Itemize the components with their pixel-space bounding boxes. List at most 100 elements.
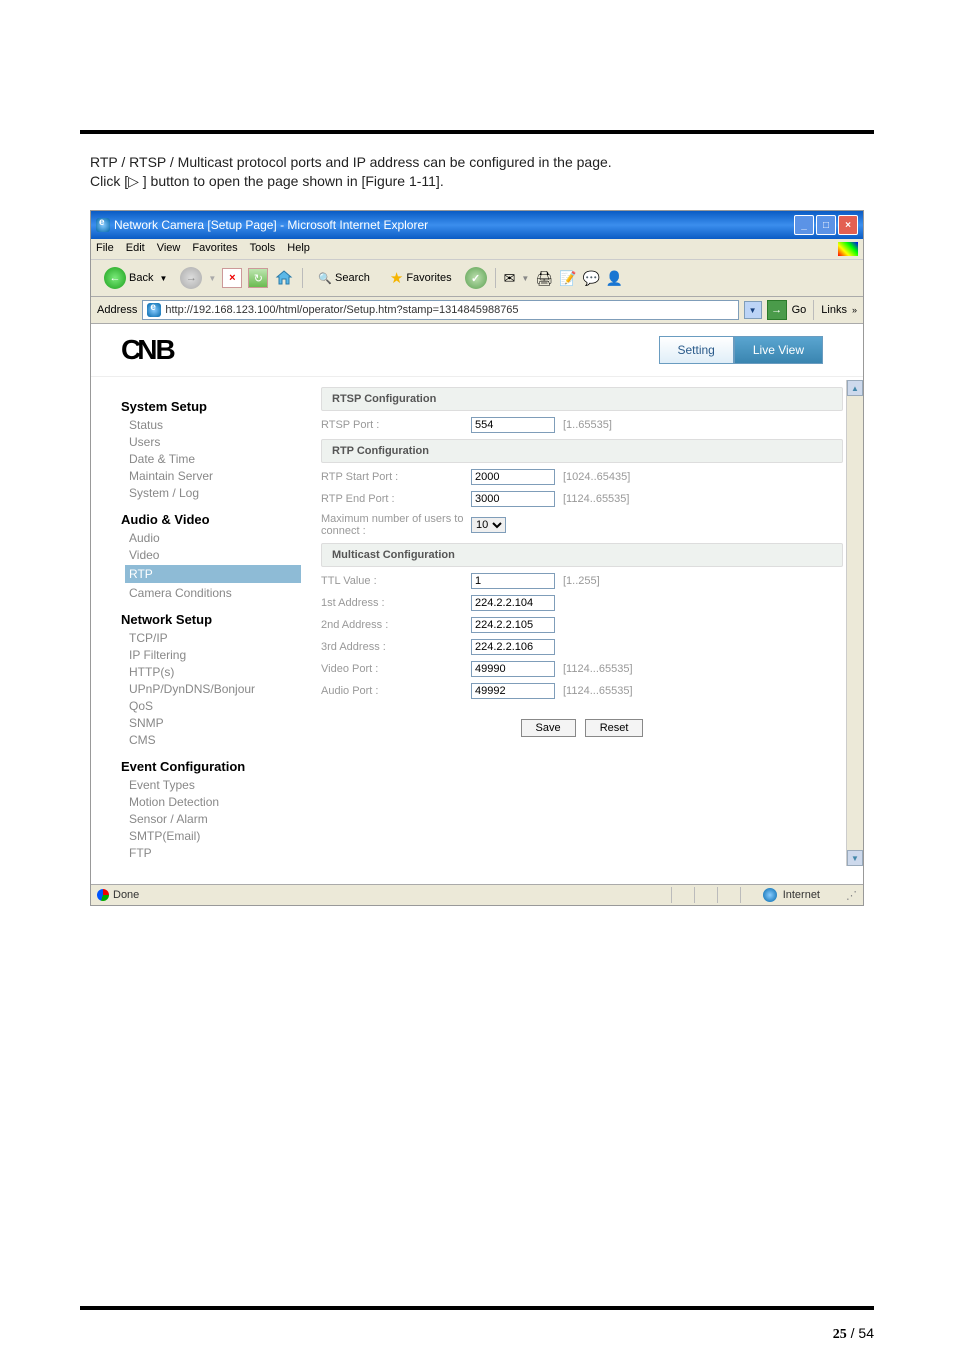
stop-button[interactable]: ×: [222, 268, 242, 288]
back-button[interactable]: ←Back▼: [97, 264, 174, 292]
reset-button[interactable]: Reset: [585, 719, 644, 737]
sidebar-item-upnp[interactable]: UPnP/DynDNS/Bonjour: [129, 682, 301, 696]
sidebar-item-snmp[interactable]: SNMP: [129, 716, 301, 730]
scrollbar[interactable]: ▲ ▼: [846, 380, 863, 866]
sidebar-item-qos[interactable]: QoS: [129, 699, 301, 713]
address-bar: Address http://192.168.123.100/html/oper…: [91, 297, 863, 324]
menu-favorites[interactable]: Favorites: [192, 242, 237, 256]
sidebar-item-motion[interactable]: Motion Detection: [129, 795, 301, 809]
sidebar-item-status[interactable]: Status: [129, 418, 301, 432]
tab-live-view[interactable]: Live View: [734, 336, 823, 364]
audio-port-input[interactable]: [471, 683, 555, 699]
rtp-section: RTP Configuration: [321, 439, 843, 463]
windows-flag-icon: [838, 242, 858, 256]
sidebar-item-https[interactable]: HTTP(s): [129, 665, 301, 679]
addr1-label: 1st Address :: [321, 597, 471, 609]
address-label: Address: [97, 304, 137, 316]
print-icon[interactable]: 🖨: [535, 270, 553, 287]
sidebar-item-audio[interactable]: Audio: [129, 531, 301, 545]
rtp-start-label: RTP Start Port :: [321, 471, 471, 483]
menu-edit[interactable]: Edit: [126, 242, 145, 256]
address-input[interactable]: http://192.168.123.100/html/operator/Set…: [142, 300, 738, 320]
sidebar-item-smtp[interactable]: SMTP(Email): [129, 829, 301, 843]
menu-view[interactable]: View: [157, 242, 181, 256]
group-system-setup: System Setup: [121, 399, 301, 414]
done-icon: [97, 889, 109, 901]
addr2-label: 2nd Address :: [321, 619, 471, 631]
rtsp-port-hint: [1..65535]: [563, 419, 612, 431]
edit-icon[interactable]: 📝: [559, 270, 576, 287]
rtsp-section: RTSP Configuration: [321, 387, 843, 411]
search-button[interactable]: 🔍Search: [311, 269, 377, 288]
scroll-down-icon[interactable]: ▼: [847, 850, 863, 866]
rtp-start-hint: [1024..65435]: [563, 471, 630, 483]
history-icon[interactable]: ✓: [465, 267, 487, 289]
page-total: 54: [858, 1325, 874, 1341]
close-button[interactable]: ×: [838, 215, 858, 235]
minimize-button[interactable]: _: [794, 215, 814, 235]
rtsp-port-input[interactable]: [471, 417, 555, 433]
menu-help[interactable]: Help: [287, 242, 310, 256]
ttl-input[interactable]: [471, 573, 555, 589]
addr3-input[interactable]: [471, 639, 555, 655]
sidebar-item-event-types[interactable]: Event Types: [129, 778, 301, 792]
sidebar-item-cms[interactable]: CMS: [129, 733, 301, 747]
sidebar-item-users[interactable]: Users: [129, 435, 301, 449]
favorites-button[interactable]: ★Favorites: [383, 266, 459, 290]
sidebar-item-date[interactable]: Date & Time: [129, 452, 301, 466]
addr1-input[interactable]: [471, 595, 555, 611]
messenger-icon[interactable]: 👤: [606, 270, 623, 287]
menu-file[interactable]: File: [96, 242, 114, 256]
mail-icon[interactable]: ✉: [504, 270, 516, 287]
addr2-input[interactable]: [471, 617, 555, 633]
audio-port-hint: [1124...65535]: [563, 685, 633, 697]
cnb-logo: CNB: [121, 334, 174, 366]
sidebar-item-tcpip[interactable]: TCP/IP: [129, 631, 301, 645]
sidebar-item-camera[interactable]: Camera Conditions: [129, 586, 301, 600]
page-number: 25: [833, 1327, 847, 1342]
refresh-button[interactable]: ↻: [248, 268, 268, 288]
rtsp-port-label: RTSP Port :: [321, 419, 471, 431]
sidebar-item-maintain[interactable]: Maintain Server: [129, 469, 301, 483]
scroll-up-icon[interactable]: ▲: [847, 380, 863, 396]
ttl-hint: [1..255]: [563, 575, 600, 587]
sidebar-item-ipfilter[interactable]: IP Filtering: [129, 648, 301, 662]
group-event-config: Event Configuration: [121, 759, 301, 774]
address-dropdown[interactable]: ▼: [744, 301, 762, 319]
sidebar-item-syslog[interactable]: System / Log: [129, 486, 301, 500]
menu-tools[interactable]: Tools: [250, 242, 276, 256]
video-port-hint: [1124...65535]: [563, 663, 633, 675]
toolbar: ←Back▼ → ▼ × ↻ 🔍Search ★Favorites ✓ ✉▼ 🖨…: [91, 260, 863, 297]
window-title: Network Camera [Setup Page] - Microsoft …: [114, 218, 428, 232]
discuss-icon[interactable]: 💬: [582, 270, 599, 287]
sidebar: System Setup Status Users Date & Time Ma…: [121, 387, 311, 884]
rtp-end-hint: [1124..65535]: [563, 493, 629, 505]
home-icon[interactable]: [274, 268, 294, 288]
ttl-label: TTL Value :: [321, 575, 471, 587]
titlebar: Network Camera [Setup Page] - Microsoft …: [91, 211, 863, 239]
go-button[interactable]: →: [767, 300, 787, 320]
tab-setting[interactable]: Setting: [659, 336, 734, 364]
rtp-start-input[interactable]: [471, 469, 555, 485]
config-panel: RTSP Configuration RTSP Port : [1..65535]…: [311, 387, 853, 884]
maximize-button[interactable]: □: [816, 215, 836, 235]
audio-port-label: Audio Port :: [321, 685, 471, 697]
ie-icon: [96, 218, 110, 232]
rtp-end-label: RTP End Port :: [321, 493, 471, 505]
save-button[interactable]: Save: [521, 719, 576, 737]
rtp-end-input[interactable]: [471, 491, 555, 507]
sidebar-item-sensor[interactable]: Sensor / Alarm: [129, 812, 301, 826]
max-users-select[interactable]: 10: [471, 517, 506, 533]
forward-button[interactable]: →: [180, 267, 202, 289]
group-network-setup: Network Setup: [121, 612, 301, 627]
group-audio-video: Audio & Video: [121, 512, 301, 527]
sidebar-item-video[interactable]: Video: [129, 548, 301, 562]
video-port-input[interactable]: [471, 661, 555, 677]
addr3-label: 3rd Address :: [321, 641, 471, 653]
status-internet: Internet: [783, 889, 820, 901]
sidebar-item-ftp[interactable]: FTP: [129, 846, 301, 860]
sidebar-item-rtp[interactable]: RTP: [125, 565, 301, 583]
intro-text: RTP / RTSP / Multicast protocol ports an…: [90, 154, 864, 170]
links-label[interactable]: Links: [821, 304, 847, 316]
statusbar: Done Internet ⋰: [91, 884, 863, 905]
